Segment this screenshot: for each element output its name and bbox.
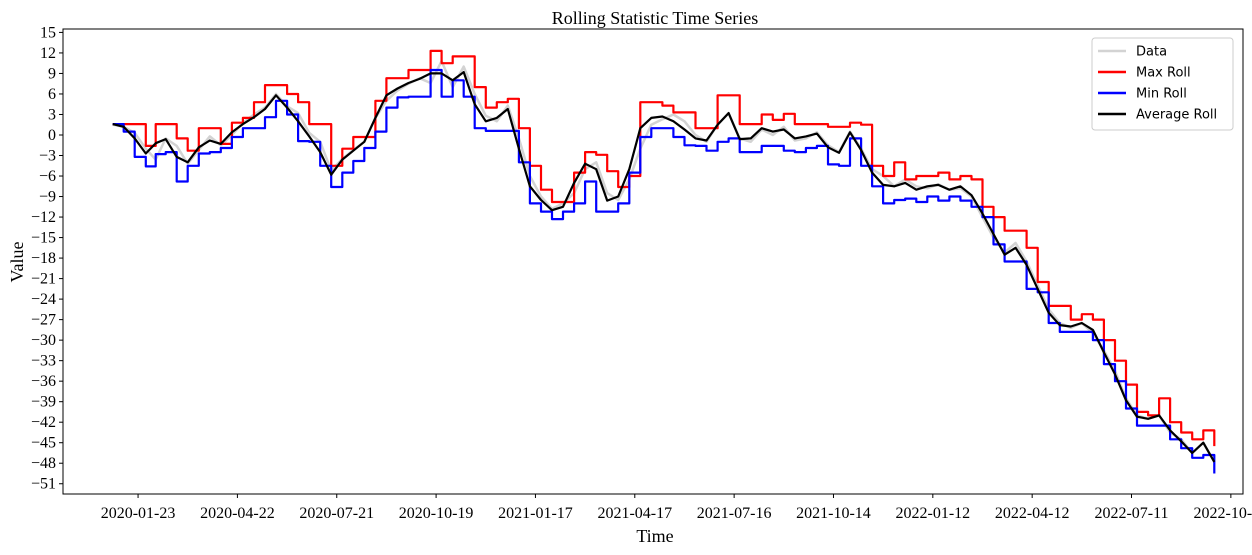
x-tick-label: 2022-01-12	[895, 505, 970, 522]
y-tick-label: −39	[31, 394, 56, 411]
y-tick-label: −6	[39, 168, 56, 185]
y-tick-label: 12	[40, 45, 56, 62]
legend-entry: Max Roll	[1136, 66, 1191, 81]
legend-entry: Data	[1136, 45, 1167, 60]
x-tick-label: 2021-10-14	[796, 505, 871, 522]
x-tick-label: 2021-01-17	[498, 505, 573, 522]
y-tick-label: −15	[31, 230, 56, 247]
legend-entry: Min Roll	[1136, 87, 1187, 102]
y-tick-label: −27	[31, 312, 56, 329]
y-tick-label: −24	[31, 291, 56, 308]
x-axis-label: Time	[636, 526, 673, 546]
x-tick-label: 2020-04-22	[200, 505, 275, 522]
legend-box	[1091, 37, 1234, 131]
x-tick-label: 2020-10-19	[399, 505, 474, 522]
x-tick-label: 2022-10-09	[1194, 505, 1252, 522]
x-axis: 2020-01-23 2020-04-22 2020-07-21 2020-10-19…	[101, 494, 1252, 522]
series-line-data	[112, 59, 1216, 463]
plot-area	[112, 49, 1216, 474]
y-tick-label: −12	[31, 209, 56, 226]
y-tick-label: −42	[31, 414, 56, 431]
x-tick-label: 2021-07-16	[697, 505, 772, 522]
series-max-roll	[112, 49, 1216, 447]
y-tick-label: 6	[48, 86, 56, 103]
series-data	[112, 59, 1216, 463]
y-tick-label: 15	[40, 24, 56, 41]
y-tick-label: −30	[31, 332, 56, 349]
y-axis: 15 12 9 6 3 0 −3 −6 −9 −12 −15 −18 −21 −24 −27 −30 −33 −3…	[31, 24, 63, 493]
y-tick-label: −21	[31, 271, 56, 288]
y-axis-label: Value	[7, 241, 27, 282]
plot-frame	[62, 28, 1244, 495]
x-tick-label: 2020-07-21	[299, 505, 374, 522]
chart-title: Rolling Statistic Time Series	[552, 8, 759, 28]
y-tick-label: −36	[31, 373, 56, 390]
x-tick-label: 2021-04-17	[597, 505, 672, 522]
y-tick-label: 3	[48, 106, 56, 123]
legend-entry: Average Roll	[1136, 108, 1217, 123]
y-tick-label: −3	[39, 148, 56, 165]
y-tick-label: −45	[31, 435, 56, 452]
series-line-average-roll	[112, 71, 1216, 463]
legend: Data Max Roll Min Roll Average Roll	[1091, 37, 1234, 131]
y-tick-label: 9	[48, 65, 56, 82]
y-tick-label: 0	[48, 127, 56, 144]
y-tick-label: −9	[39, 189, 56, 206]
series-line-max-roll	[112, 49, 1216, 447]
x-tick-label: 2020-01-23	[101, 505, 176, 522]
x-tick-label: 2022-04-12	[995, 505, 1070, 522]
y-tick-label: −33	[31, 353, 56, 370]
y-tick-label: −51	[31, 476, 56, 493]
y-tick-label: −18	[31, 250, 56, 267]
y-tick-label: −48	[31, 455, 56, 472]
series-average-roll	[112, 71, 1216, 463]
x-tick-label: 2022-07-11	[1094, 505, 1168, 522]
